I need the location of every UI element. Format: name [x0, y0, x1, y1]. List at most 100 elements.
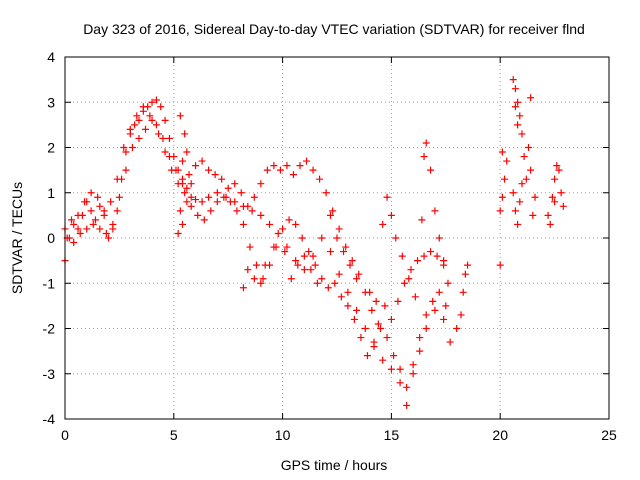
data-point-marker — [342, 243, 350, 251]
data-point-marker — [279, 225, 287, 233]
data-point-marker — [109, 220, 117, 228]
data-point-marker — [239, 220, 247, 228]
data-point-marker — [546, 220, 554, 228]
data-point-marker — [403, 401, 411, 409]
data-point-marker — [176, 112, 184, 120]
data-point-marker — [311, 261, 319, 269]
data-point-marker — [122, 166, 130, 174]
data-point-marker — [527, 166, 535, 174]
data-point-marker — [403, 383, 411, 391]
data-point-marker — [135, 134, 143, 142]
data-point-marker — [70, 220, 78, 228]
data-point-marker — [422, 325, 430, 332]
data-point-marker — [194, 211, 202, 219]
data-point-marker — [514, 220, 522, 228]
data-point-marker — [368, 306, 376, 314]
data-point-marker — [298, 234, 306, 242]
data-point-marker — [431, 306, 439, 314]
data-point-marker — [464, 261, 472, 269]
data-point-marker — [237, 189, 245, 197]
x-tick-label: 15 — [384, 427, 400, 443]
data-point-marker — [148, 116, 156, 124]
data-point-marker — [179, 220, 187, 228]
data-point-marker — [422, 139, 430, 147]
data-point-marker — [213, 198, 221, 206]
y-tick-label: 3 — [47, 94, 55, 110]
y-tick-label: -4 — [43, 411, 56, 427]
data-point-marker — [231, 180, 239, 188]
data-point-marker — [551, 175, 559, 183]
data-point-marker — [516, 198, 524, 206]
data-point-marker — [355, 270, 363, 278]
data-point-marker — [224, 184, 232, 192]
data-point-marker — [459, 288, 467, 296]
data-point-marker — [446, 338, 454, 346]
y-tick-label: 2 — [47, 140, 55, 156]
data-point-marker — [353, 275, 361, 283]
data-point-marker — [318, 234, 326, 242]
data-point-marker — [555, 166, 563, 174]
data-point-marker — [400, 279, 408, 287]
data-point-marker — [126, 125, 134, 133]
data-point-marker — [326, 248, 334, 256]
data-point-marker — [350, 315, 358, 323]
data-point-marker — [396, 365, 404, 373]
data-point-marker — [435, 288, 443, 296]
data-point-marker — [340, 248, 348, 256]
data-point-marker — [440, 257, 448, 265]
data-point-marker — [318, 275, 326, 283]
data-point-marker — [509, 76, 517, 84]
data-point-marker — [442, 302, 450, 310]
data-point-marker — [200, 216, 208, 224]
data-point-marker — [91, 216, 99, 224]
data-point-marker — [300, 266, 308, 274]
y-tick-label: -1 — [43, 275, 56, 291]
data-point-marker — [244, 202, 252, 210]
data-point-marker — [107, 198, 115, 206]
data-point-marker — [370, 338, 378, 346]
data-point-marker — [498, 193, 506, 201]
data-point-marker — [152, 121, 160, 129]
data-point-marker — [233, 207, 241, 215]
data-point-marker — [557, 189, 565, 197]
data-point-marker — [379, 356, 387, 364]
data-markers — [61, 76, 567, 409]
data-point-marker — [292, 220, 300, 228]
y-axis-label: SDTVAR / TECUs — [9, 182, 25, 294]
data-point-marker — [283, 243, 291, 251]
data-point-marker — [511, 207, 519, 215]
data-point-marker — [361, 325, 369, 332]
data-point-marker — [527, 94, 535, 102]
data-point-marker — [335, 270, 343, 278]
data-point-marker — [503, 157, 511, 165]
data-point-marker — [331, 279, 339, 287]
data-point-marker — [179, 180, 187, 188]
data-point-marker — [379, 220, 387, 228]
data-point-marker — [374, 320, 382, 328]
data-point-marker — [305, 248, 313, 256]
y-tick-label: -2 — [43, 321, 56, 337]
data-point-marker — [105, 234, 113, 242]
data-point-marker — [270, 162, 278, 170]
data-point-marker — [357, 334, 365, 342]
data-point-marker — [257, 180, 265, 188]
data-point-marker — [461, 270, 469, 278]
data-point-marker — [416, 347, 424, 355]
data-point-marker — [335, 225, 343, 233]
data-point-marker — [152, 96, 160, 104]
data-point-marker — [248, 207, 256, 215]
data-point-marker — [179, 157, 187, 165]
data-point-marker — [139, 103, 147, 111]
x-tick-label: 10 — [275, 427, 291, 443]
data-point-marker — [444, 279, 452, 287]
data-point-marker — [220, 193, 228, 201]
data-point-marker — [414, 257, 422, 265]
data-point-marker — [377, 325, 385, 332]
data-point-marker — [496, 207, 504, 215]
data-point-marker — [211, 171, 219, 179]
data-point-marker — [309, 166, 317, 174]
data-point-marker — [440, 315, 448, 323]
data-point-marker — [252, 261, 260, 269]
data-point-marker — [501, 175, 509, 183]
data-point-marker — [285, 216, 293, 224]
